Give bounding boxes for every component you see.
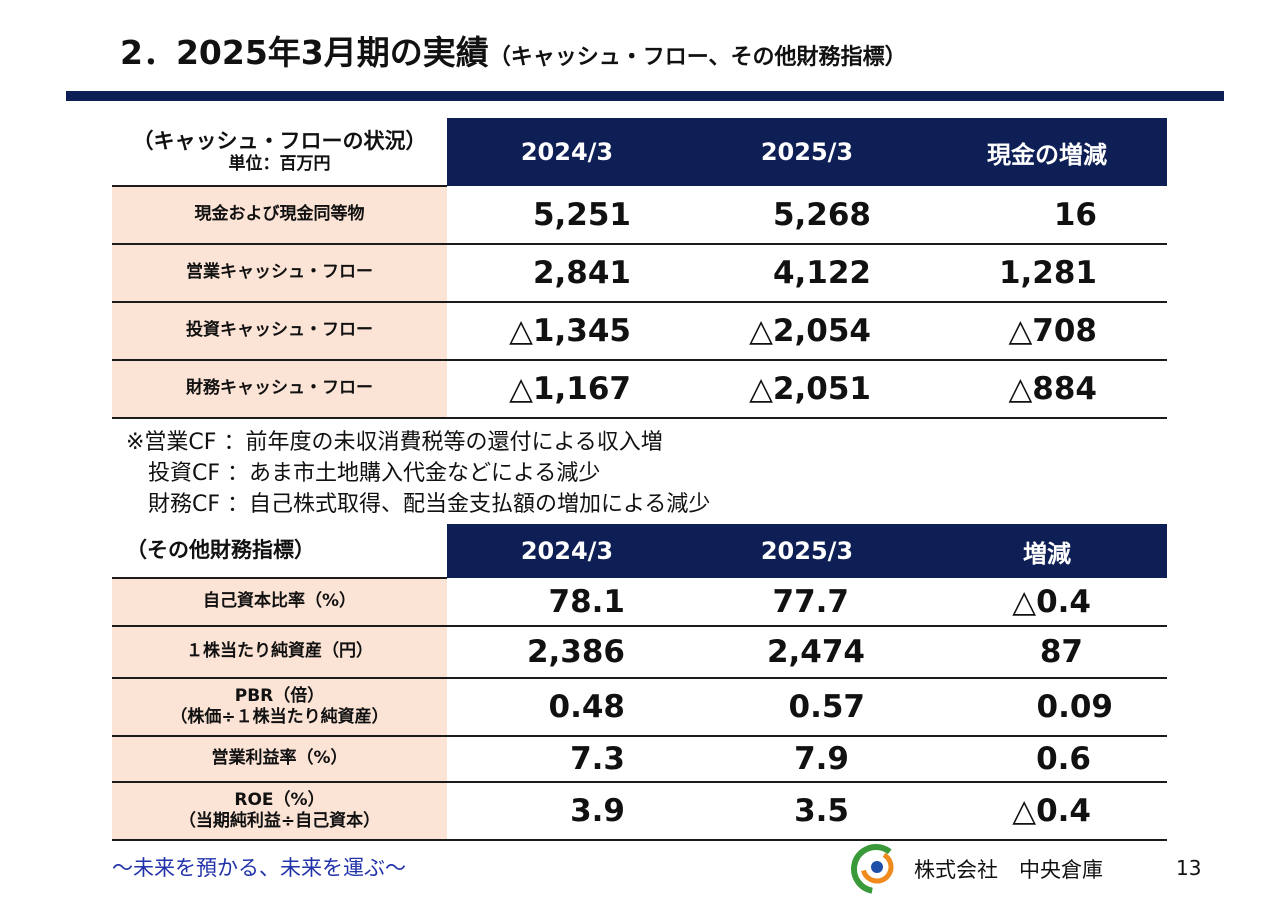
value-change: △0.4 <box>927 578 1167 627</box>
table-row: ROE（%） （当期純利益÷自己資本） 3.9 3.5 △0.4 <box>112 782 1167 841</box>
cashflow-col-2025: 2025/3 <box>687 118 927 186</box>
slide-title-sub: （キャッシュ・フロー、その他財務指標） <box>488 45 907 70</box>
value-2025: △2,054 <box>687 302 927 361</box>
row-label-main: 営業利益率（%） <box>211 748 348 769</box>
value-2025: 0.57 <box>687 678 927 737</box>
value-2025: 5,268 <box>687 186 927 245</box>
page-number: 13 <box>1176 856 1202 880</box>
note-line: 財務CF ：自己株式取得、配当金支払額の増加による減少 <box>126 492 711 517</box>
value-change: △0.4 <box>927 782 1167 841</box>
row-label-main: PBR（倍） <box>234 685 325 706</box>
title-underline-bar <box>66 91 1224 101</box>
cashflow-col-change: 現金の増減 <box>927 118 1167 186</box>
indicators-heading: （その他財務指標） <box>112 524 447 579</box>
footer-company-name: 株式会社 中央倉庫 <box>914 858 1103 882</box>
row-label: 現金および現金同等物 <box>112 186 447 245</box>
row-label-sub: （株価÷１株当たり純資産） <box>170 707 389 727</box>
cashflow-header-row: （キャッシュ・フローの状況） 単位：百万円 2024/3 2025/3 現金の増… <box>112 118 1167 187</box>
value-2024: 7.3 <box>447 736 687 783</box>
value-2024: 2,386 <box>447 626 687 679</box>
indicators-col-2025: 2025/3 <box>687 524 927 578</box>
note-line: ※営業CF ：前年度の未収消費税等の還付による収入増 <box>126 430 663 455</box>
row-label-main: １株当たり純資産（円） <box>186 641 373 662</box>
company-logo-icon <box>851 844 901 894</box>
value-2024: 78.1 <box>447 578 687 627</box>
row-label-main: ROE（%） <box>234 789 325 810</box>
note-line: 投資CF ：あま市土地購入代金などによる減少 <box>126 461 601 486</box>
indicators-table: （その他財務指標） 2024/3 2025/3 増減 自己資本比率（%） 78.… <box>112 524 1167 841</box>
cashflow-notes: ※営業CF ：前年度の未収消費税等の還付による収入増 投資CF ：あま市土地購入… <box>126 427 710 520</box>
slide-title: 2．2025年3月期の実績（キャッシュ・フロー、その他財務指標） <box>120 28 907 78</box>
cashflow-unit: 単位：百万円 <box>228 153 331 174</box>
footer-tagline: ～未来を預かる、未来を運ぶ～ <box>112 856 406 880</box>
cashflow-heading-cell: （キャッシュ・フローの状況） 単位：百万円 <box>112 118 447 187</box>
table-row: PBR（倍） （株価÷１株当たり純資産） 0.48 0.57 0.09 <box>112 678 1167 737</box>
value-2025: 3.5 <box>687 782 927 841</box>
indicators-header-row: （その他財務指標） 2024/3 2025/3 増減 <box>112 524 1167 579</box>
cashflow-table: （キャッシュ・フローの状況） 単位：百万円 2024/3 2025/3 現金の増… <box>112 118 1167 419</box>
value-2025: 77.7 <box>687 578 927 627</box>
value-2025: 4,122 <box>687 244 927 303</box>
table-row: 営業利益率（%） 7.3 7.9 0.6 <box>112 736 1167 783</box>
row-label: 投資キャッシュ・フロー <box>112 302 447 361</box>
row-label: 自己資本比率（%） <box>112 578 447 627</box>
value-2025: 2,474 <box>687 626 927 679</box>
row-label: ROE（%） （当期純利益÷自己資本） <box>112 782 447 841</box>
value-2024: 5,251 <box>447 186 687 245</box>
value-change: △884 <box>927 360 1167 419</box>
value-2024: 2,841 <box>447 244 687 303</box>
table-row: 営業キャッシュ・フロー 2,841 4,122 1,281 <box>112 244 1167 303</box>
row-label: 営業キャッシュ・フロー <box>112 244 447 303</box>
value-2024: 0.48 <box>447 678 687 737</box>
cashflow-col-2024: 2024/3 <box>447 118 687 186</box>
table-row: １株当たり純資産（円） 2,386 2,474 87 <box>112 626 1167 679</box>
indicators-col-2024: 2024/3 <box>447 524 687 578</box>
table-row: 投資キャッシュ・フロー △1,345 △2,054 △708 <box>112 302 1167 361</box>
row-label-main: 自己資本比率（%） <box>202 591 357 612</box>
value-2024: △1,345 <box>447 302 687 361</box>
value-2025: 7.9 <box>687 736 927 783</box>
row-label: １株当たり純資産（円） <box>112 626 447 679</box>
cashflow-heading: （キャッシュ・フローの状況） <box>132 128 427 153</box>
value-change: 0.09 <box>927 678 1167 737</box>
table-row: 財務キャッシュ・フロー △1,167 △2,051 △884 <box>112 360 1167 419</box>
row-label: 財務キャッシュ・フロー <box>112 360 447 419</box>
value-change: 0.6 <box>927 736 1167 783</box>
slide-title-main: 2．2025年3月期の実績 <box>120 33 489 72</box>
indicators-col-change: 増減 <box>927 524 1167 578</box>
value-2024: 3.9 <box>447 782 687 841</box>
table-row: 現金および現金同等物 5,251 5,268 16 <box>112 186 1167 245</box>
table-row: 自己資本比率（%） 78.1 77.7 △0.4 <box>112 578 1167 627</box>
value-change: 87 <box>927 626 1167 679</box>
value-change: △708 <box>927 302 1167 361</box>
row-label-sub: （当期純利益÷自己資本） <box>178 811 381 831</box>
row-label: PBR（倍） （株価÷１株当たり純資産） <box>112 678 447 737</box>
value-change: 16 <box>927 186 1167 245</box>
value-change: 1,281 <box>927 244 1167 303</box>
value-2024: △1,167 <box>447 360 687 419</box>
row-label: 営業利益率（%） <box>112 736 447 783</box>
value-2025: △2,051 <box>687 360 927 419</box>
